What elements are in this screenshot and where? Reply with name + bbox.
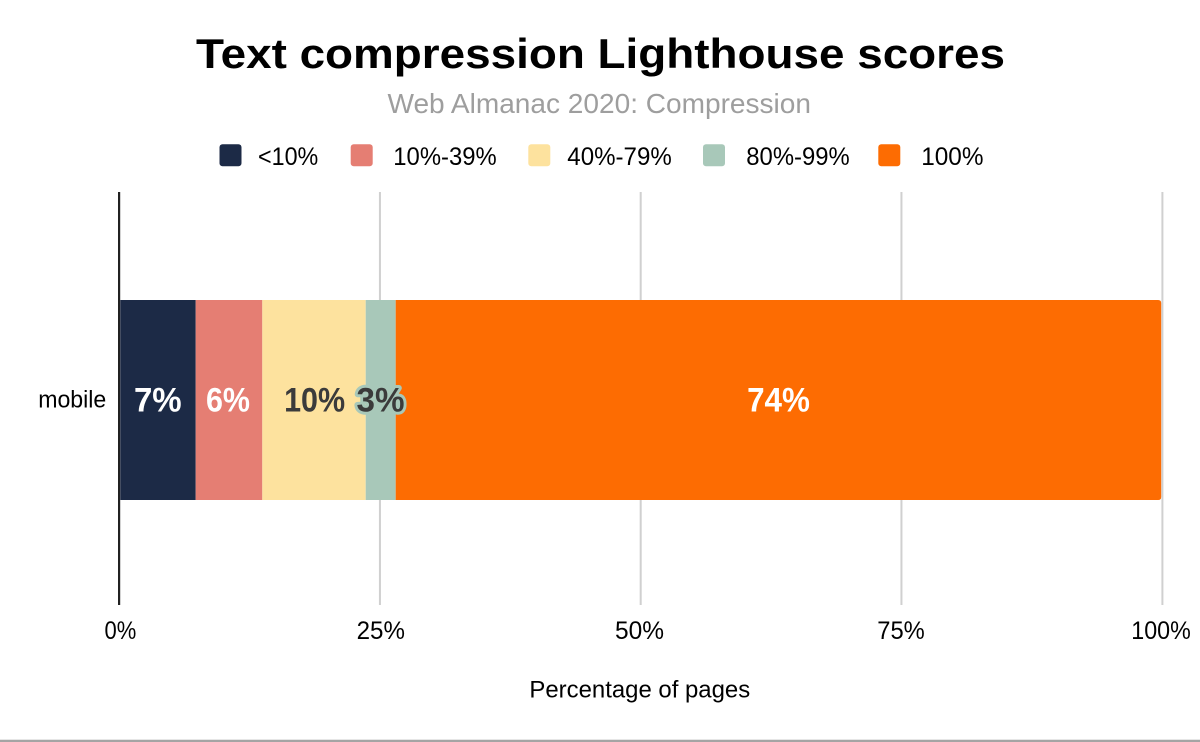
svg-text:Text compression Lighthouse sc: Text compression Lighthouse scores — [196, 30, 1005, 77]
svg-text:50%: 50% — [615, 617, 664, 645]
svg-text:40%-79%: 40%-79% — [567, 143, 672, 171]
svg-text:75%: 75% — [877, 617, 925, 645]
svg-text:100%: 100% — [921, 143, 983, 171]
svg-text:74%: 74% — [747, 382, 810, 420]
svg-text:10%: 10% — [284, 382, 345, 420]
svg-text:100%: 100% — [1131, 617, 1191, 645]
svg-text:7%: 7% — [134, 382, 182, 420]
svg-text:<10%: <10% — [258, 143, 318, 171]
svg-text:10%-39%: 10%-39% — [393, 143, 496, 171]
svg-text:mobile: mobile — [38, 386, 106, 413]
svg-text:6%: 6% — [206, 382, 250, 420]
svg-text:Percentage of pages: Percentage of pages — [529, 677, 750, 704]
svg-text:0%: 0% — [105, 617, 137, 645]
svg-text:80%-99%: 80%-99% — [746, 143, 849, 171]
svg-text:3%: 3% — [357, 382, 405, 420]
svg-text:25%: 25% — [357, 617, 405, 645]
svg-text:Web Almanac 2020: Compression: Web Almanac 2020: Compression — [388, 88, 812, 119]
